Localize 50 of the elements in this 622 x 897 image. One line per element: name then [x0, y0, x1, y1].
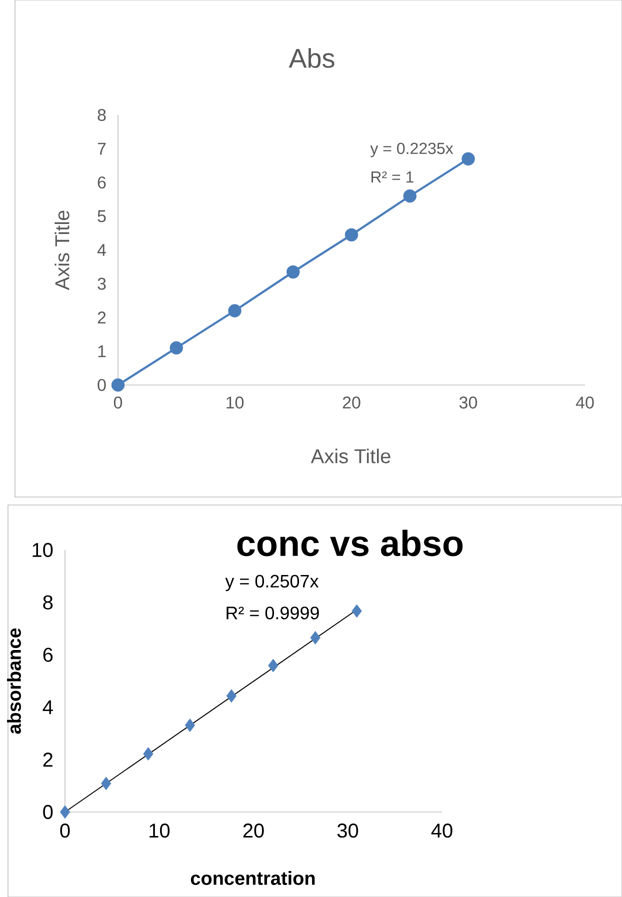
x-axis-title: concentration [190, 871, 315, 885]
point [403, 189, 416, 203]
annotation: y = 0.2235x [370, 142, 454, 158]
x-axis-title: Axis Title [310, 448, 390, 464]
y-tick-label: 0 [98, 378, 106, 392]
y-tick-label: 8 [43, 595, 53, 610]
y-tick-label: 6 [43, 648, 53, 662]
point [228, 304, 242, 318]
x-tick-label: 0 [114, 396, 122, 409]
y-tick-label: 4 [97, 244, 106, 256]
x-tick-label: 40 [431, 824, 452, 838]
annotation: y = 0.2507x [225, 574, 319, 592]
x-tick-label: 40 [576, 396, 594, 409]
y-tick-label: 1 [98, 345, 106, 358]
y-tick-label: 2 [98, 312, 106, 324]
point [286, 265, 300, 279]
x-tick-label: 10 [150, 824, 170, 838]
annotation: R² = 0.9999 [226, 606, 319, 620]
point [143, 747, 154, 761]
x-tick-label: 20 [342, 396, 360, 409]
y-tick-label: 7 [98, 142, 106, 155]
x-tick-label: 0 [60, 824, 70, 838]
point [60, 805, 70, 819]
point [226, 689, 237, 703]
y-tick-label: 4 [42, 700, 53, 714]
y-axis-title: Axis Title [54, 210, 70, 290]
y-tick-label: 2 [43, 752, 52, 767]
point [111, 378, 125, 392]
point [344, 228, 358, 242]
y-tick-label: 5 [98, 210, 106, 222]
y-tick-label: 6 [98, 176, 106, 189]
y-tick-label: 8 [98, 108, 106, 122]
x-tick-label: 30 [459, 396, 478, 409]
point [184, 718, 196, 732]
x-tick-label: 10 [226, 396, 244, 409]
point [310, 631, 320, 644]
y-axis-title: absorbance [7, 628, 21, 734]
point [170, 341, 183, 354]
point [101, 776, 112, 790]
chart-title: conc vs abso [237, 530, 463, 556]
annotation: R² = 1 [372, 171, 414, 183]
y-tick-label: 0 [43, 804, 53, 820]
point [462, 152, 475, 166]
point [352, 604, 362, 618]
y-tick-label: 10 [32, 542, 53, 558]
chart-title: Abs [288, 48, 334, 68]
y-tick-label: 3 [98, 278, 106, 290]
x-tick-label: 20 [243, 824, 264, 838]
point [268, 658, 278, 672]
x-tick-label: 30 [337, 824, 358, 838]
